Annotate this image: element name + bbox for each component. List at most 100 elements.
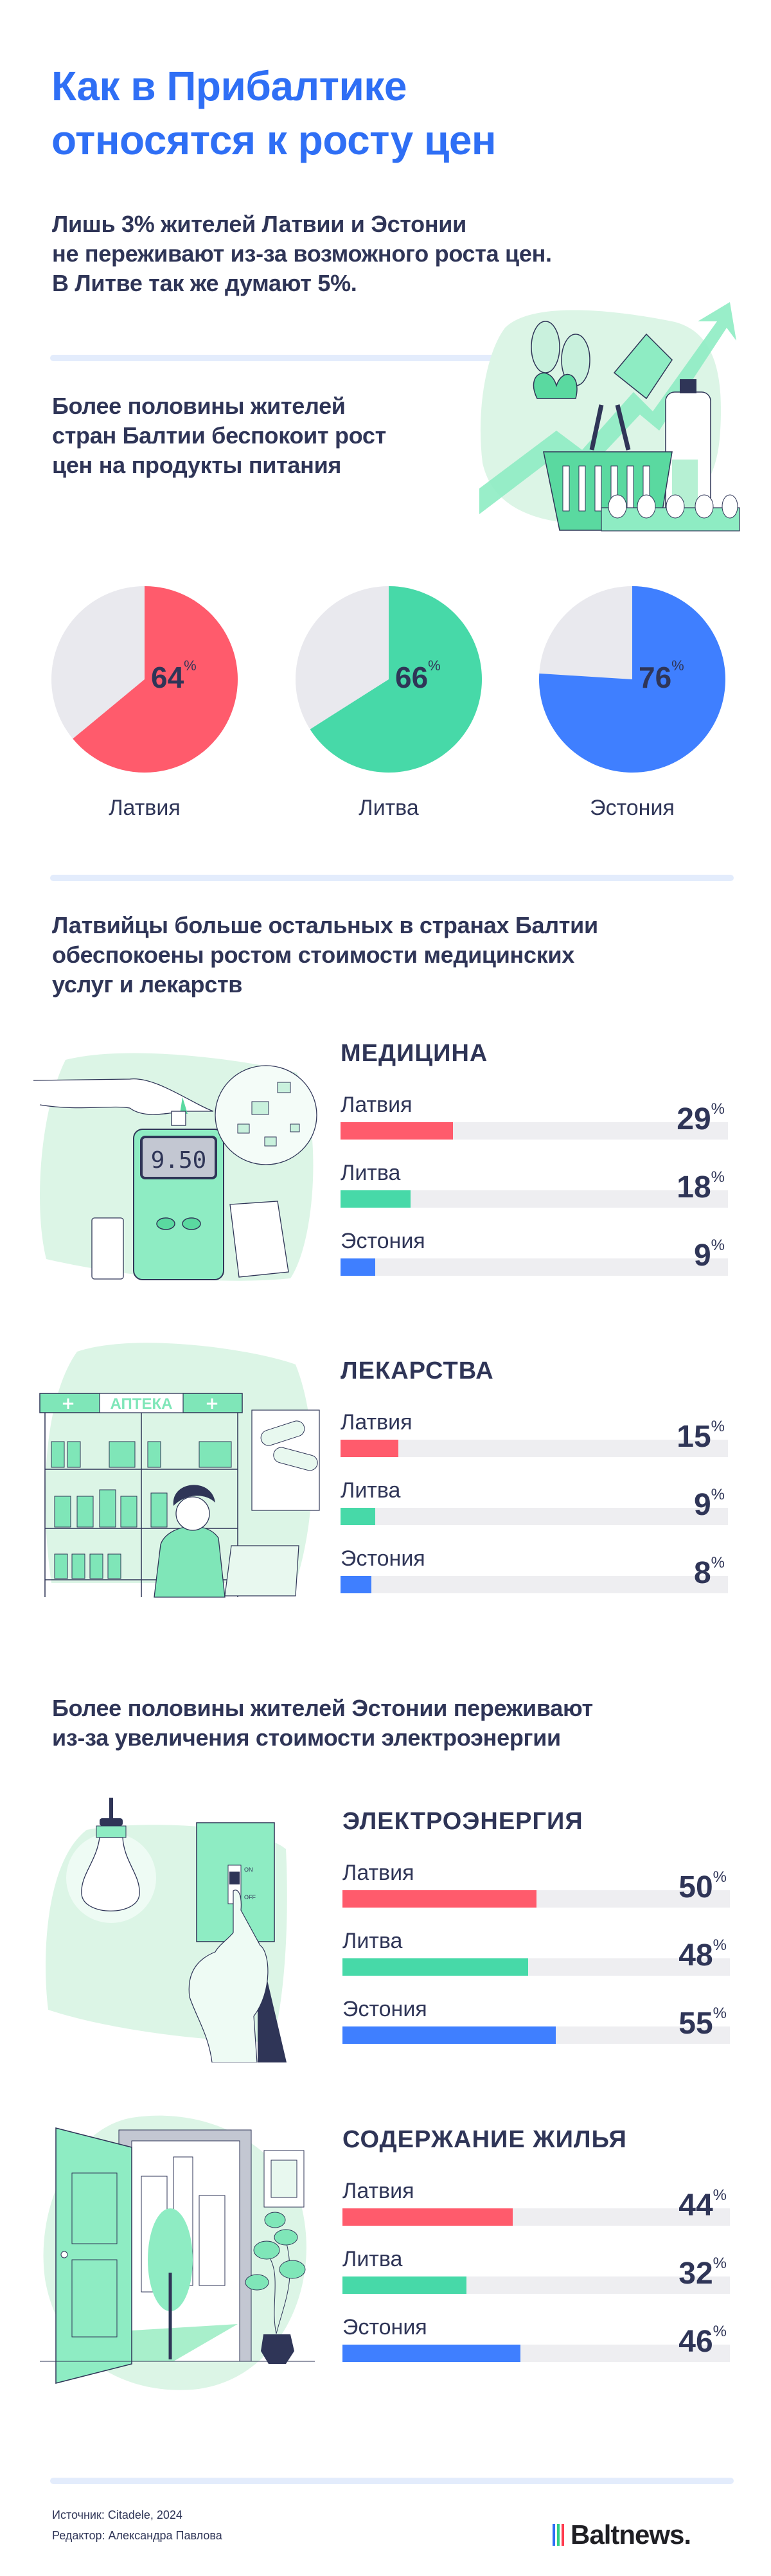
bar-value-label: 18% (596, 1168, 725, 1205)
pie-slice-estonia (538, 586, 725, 773)
food-pie-charts: 64% Латвия 66% Литва 76% Эстония (0, 578, 771, 836)
pie-slice-lithuania (310, 586, 482, 773)
bar-track (342, 2276, 730, 2294)
bar-track (341, 1508, 728, 1525)
right-arrow-button-icon (182, 1217, 201, 1230)
bar-track (342, 1890, 730, 1908)
pie-slice-latvia (73, 586, 238, 773)
source-text: Источник: Citadele, 2024 (52, 2509, 182, 2521)
pie-country-label: Эстония (590, 796, 675, 820)
bar-value: 18 (677, 1170, 711, 1204)
bar-value: 15 (677, 1420, 711, 1454)
bar-track (341, 1576, 728, 1593)
intro-line: не переживают из-за возможного роста цен… (52, 240, 552, 267)
energy-text-line: Более половины жителей Эстонии переживаю… (52, 1695, 593, 1721)
page-title: Как в Прибалтике относятся к росту цен (51, 59, 497, 167)
switch-on-label: ON (244, 1866, 253, 1873)
medical-text-line: услуг и лекарств (52, 971, 243, 997)
bar-value-label: 44% (598, 2187, 727, 2223)
hand-icon (188, 1890, 269, 2062)
bar-fill-latvia (342, 1890, 536, 1908)
divider (50, 2478, 734, 2484)
bar-fill-lithuania (342, 1958, 529, 1976)
food-text-line: цен на продукты питания (52, 452, 342, 478)
pill-jar-icon (91, 1217, 124, 1280)
bar-country-label: Латвия (342, 1861, 414, 1885)
food-text-line: Более половины жителей (52, 393, 346, 419)
bar-fill-latvia (341, 1122, 453, 1140)
percent-sign: % (428, 657, 441, 674)
bar-country-label: Литва (341, 1478, 401, 1503)
intro-line: В Литве так же думают 5%. (52, 270, 357, 296)
editor-text: Редактор: Александра Павлова (52, 2529, 222, 2542)
pie-value: 64 (151, 661, 184, 694)
bar-value-label: 46% (598, 2323, 727, 2359)
percent-sign: % (713, 1868, 727, 1886)
bar-group-title: МЕДИЦИНА (341, 1040, 488, 1067)
notepad-icon (229, 1201, 289, 1278)
bar-fill-estonia (342, 2345, 521, 2362)
bar-group-title: СОДЕРЖАНИЕ ЖИЛЬЯ (342, 2126, 627, 2153)
food-text: Более половины жителей стран Балтии бесп… (52, 391, 386, 480)
bar-value: 8 (693, 1556, 711, 1590)
rising-arrow-icon (479, 302, 736, 514)
title-line: Как в Прибалтике (51, 63, 407, 109)
bar-country-label: Эстония (342, 2315, 427, 2339)
pie-value-label: 66% (395, 657, 441, 695)
percent-sign: % (184, 657, 197, 674)
laptop-icon (224, 1545, 299, 1597)
bar-country-label: Литва (342, 2247, 403, 2271)
percent-sign: % (713, 2323, 727, 2340)
bar-fill-lithuania (342, 2276, 466, 2294)
bar-track (342, 2208, 730, 2226)
bar-fill-latvia (341, 1440, 399, 1457)
bar-value-label: 15% (596, 1418, 725, 1454)
food-text-line: стран Балтии беспокоит рост (52, 422, 386, 449)
bar-track (341, 1122, 728, 1140)
bar-track (342, 1958, 730, 1976)
bar-value: 9 (693, 1488, 711, 1522)
bar-fill-estonia (341, 1258, 376, 1276)
bar-value-label: 48% (598, 1936, 727, 1973)
cross-icon: + (61, 1394, 75, 1413)
bar-country-label: Эстония (341, 1546, 425, 1571)
hand-icon (33, 1078, 214, 1115)
light-bulb-icon (81, 1837, 140, 1911)
open-door-illustration (40, 2115, 315, 2390)
medical-text: Латвийцы больше остальных в странах Балт… (52, 911, 598, 999)
light-switch-illustration: ON OFF (46, 1798, 287, 2062)
intro-line: Лишь 3% жителей Латвии и Эстонии (52, 211, 466, 237)
pharmacy-sign: АПТЕКА (111, 1395, 173, 1413)
bar-value: 46 (678, 2325, 713, 2359)
pie-value-label: 76% (639, 657, 684, 695)
bar-value: 50 (678, 1870, 713, 1904)
pie-value-label: 64% (151, 657, 197, 695)
medical-text-line: Латвийцы больше остальных в странах Балт… (52, 912, 598, 938)
cross-icon: + (205, 1394, 219, 1413)
bar-track (341, 1440, 728, 1457)
bar-track (341, 1190, 728, 1208)
tree-icon (148, 2208, 193, 2311)
pharmacy-illustration: АПТЕКА + + (39, 1343, 320, 1598)
percent-sign: % (671, 657, 684, 674)
bar-country-label: Латвия (342, 2179, 414, 2203)
bar-value: 55 (678, 2007, 713, 2041)
bar-value: 29 (677, 1102, 711, 1136)
percent-sign: % (711, 1168, 725, 1186)
bar-value: 48 (678, 1938, 713, 1972)
plant-pot-icon (261, 2334, 294, 2364)
pie-value: 76 (639, 661, 672, 694)
pie-value: 66 (395, 661, 429, 694)
percent-sign: % (711, 1237, 725, 1254)
bar-country-label: Латвия (341, 1410, 412, 1435)
percent-sign: % (711, 1418, 725, 1435)
bar-value: 44 (678, 2188, 713, 2223)
title-line: относятся к росту цен (51, 117, 497, 163)
percent-sign: % (711, 1486, 725, 1503)
percent-sign: % (713, 2005, 727, 2022)
baltnews-logo[interactable]: Baltnews. (553, 2519, 691, 2550)
bar-value-label: 29% (596, 1100, 725, 1137)
bar-value: 32 (678, 2257, 713, 2291)
bar-value-label: 50% (598, 1868, 727, 1905)
